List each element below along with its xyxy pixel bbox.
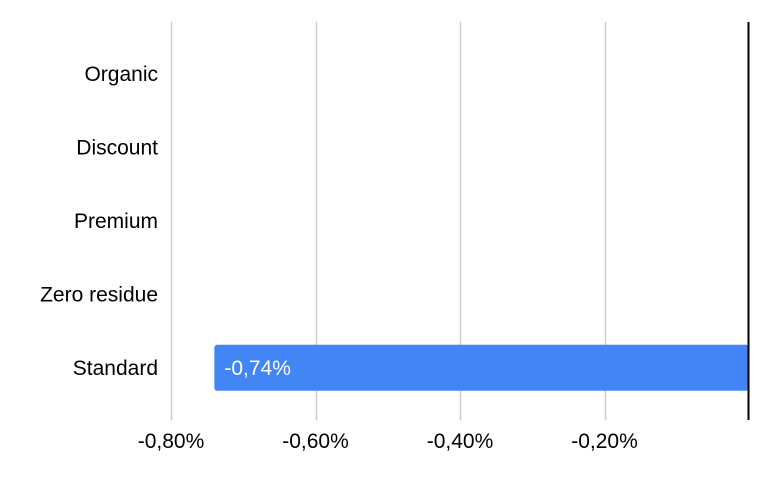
category-label: Premium	[74, 210, 158, 233]
category-label: Discount	[76, 136, 158, 159]
tick-labels: -0,80% -0,60% -0,40% -0,20%	[138, 430, 638, 453]
category-label: Standard	[73, 357, 158, 380]
x-tick-label: -0,60%	[282, 430, 349, 453]
category-label: Organic	[84, 63, 158, 86]
bars	[214, 344, 750, 391]
category-label: Zero residue	[40, 283, 158, 306]
x-tick-label: -0,80%	[138, 430, 205, 453]
data-label: -0,74%	[224, 357, 291, 380]
category-labels: Organic Discount Premium Zero residue Standa…	[40, 63, 158, 380]
x-tick-label: -0,40%	[427, 430, 494, 453]
data-labels: -0,74%	[224, 357, 291, 380]
x-tick-label: -0,20%	[571, 430, 638, 453]
bar	[214, 344, 750, 391]
